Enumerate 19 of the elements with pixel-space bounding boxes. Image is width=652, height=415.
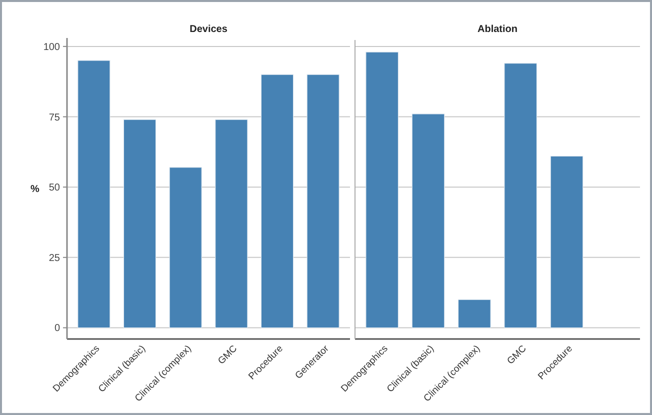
y-tick-label: 50 (48, 182, 60, 194)
chart-title: Devices (190, 24, 228, 35)
chart-title: Ablation (478, 24, 518, 35)
y-tick-label: 25 (48, 252, 60, 264)
bar (504, 63, 538, 328)
y-axis-title: % (30, 184, 40, 195)
bar (78, 60, 110, 328)
bar (169, 167, 202, 328)
bar (550, 156, 584, 328)
bar (366, 52, 399, 328)
bar (260, 74, 294, 328)
bar (306, 74, 340, 328)
y-tick-label: 0 (54, 323, 60, 334)
y-tick-label: 75 (48, 112, 60, 124)
bar (215, 119, 248, 328)
bar (412, 114, 445, 328)
y-tick-label: 100 (43, 42, 60, 53)
bar (458, 299, 491, 328)
bar (123, 119, 156, 328)
